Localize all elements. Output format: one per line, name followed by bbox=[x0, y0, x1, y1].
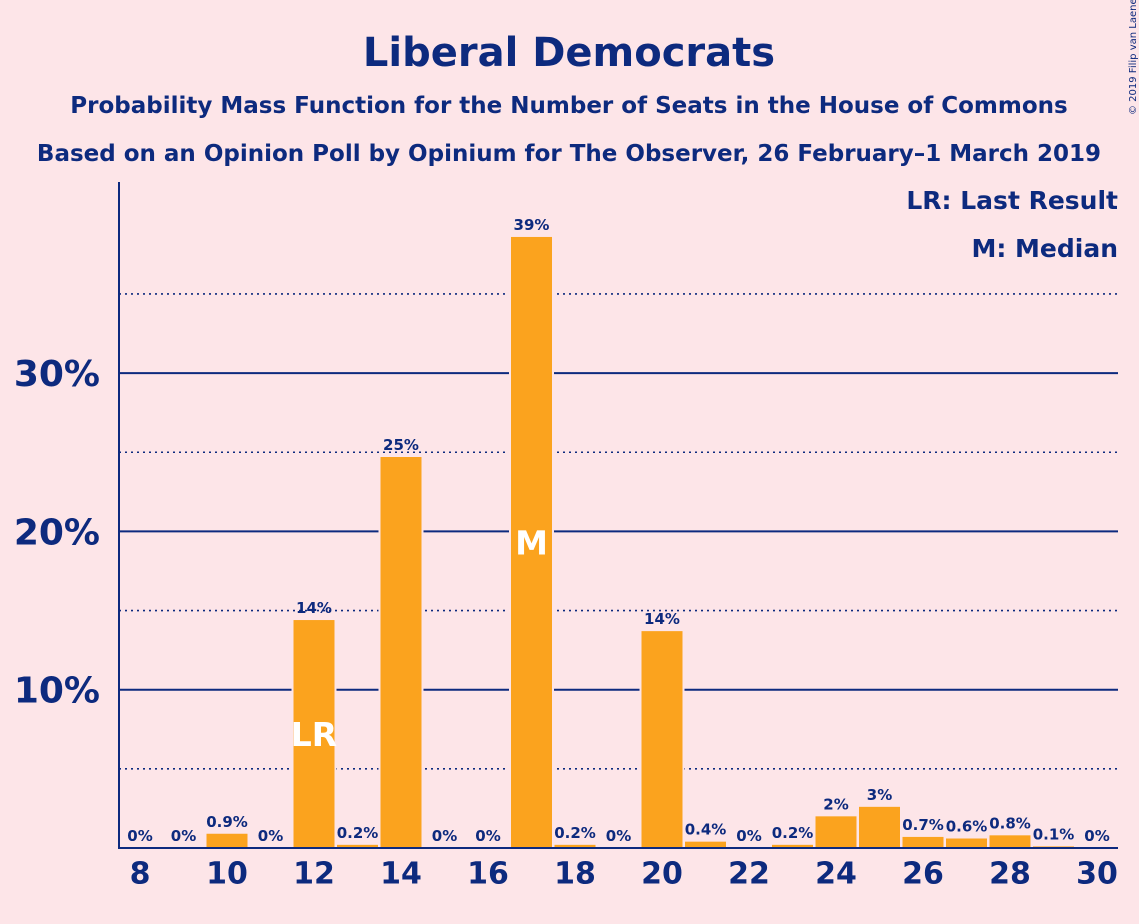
data-label-9: 0% bbox=[171, 827, 196, 845]
data-label-20: 14% bbox=[644, 610, 680, 628]
bar-28 bbox=[989, 835, 1031, 848]
bar-marker-m: M bbox=[515, 523, 548, 562]
bar-27 bbox=[946, 838, 987, 848]
chart-subtitle-2: Based on an Opinion Poll by Opinium for … bbox=[37, 141, 1101, 167]
bar-18 bbox=[554, 844, 596, 848]
bar-10 bbox=[206, 833, 248, 848]
data-label-22: 0% bbox=[736, 827, 761, 845]
chart-title: Liberal Democrats bbox=[363, 30, 775, 76]
data-label-27: 0.6% bbox=[946, 818, 988, 836]
data-label-8: 0% bbox=[127, 827, 152, 845]
data-label-19: 0% bbox=[606, 827, 631, 845]
bars bbox=[204, 234, 1076, 848]
data-label-30: 0% bbox=[1084, 827, 1109, 845]
bar-marker-lr: LR bbox=[291, 715, 337, 754]
bar-gap-29 bbox=[1031, 844, 1076, 848]
bar-23 bbox=[772, 844, 813, 848]
y-tick-label-20: 20% bbox=[14, 512, 100, 553]
x-tick-label-18: 18 bbox=[554, 857, 596, 892]
bar-26 bbox=[902, 836, 944, 848]
grid-lines bbox=[119, 293, 1118, 770]
axes: 10% 20% 30% 8 10 12 14 16 18 20 22 24 26 28 30 bbox=[14, 182, 1118, 892]
bar-13 bbox=[337, 844, 378, 848]
data-label-17: 39% bbox=[514, 216, 550, 234]
data-label-16: 0% bbox=[475, 827, 500, 845]
data-label-23: 0.2% bbox=[772, 824, 814, 842]
data-label-11: 0% bbox=[258, 827, 283, 845]
data-label-12: 14% bbox=[296, 599, 332, 617]
data-label-13: 0.2% bbox=[337, 824, 379, 842]
data-label-10: 0.9% bbox=[206, 813, 248, 831]
x-tick-label-10: 10 bbox=[206, 857, 248, 892]
x-tick-label-22: 22 bbox=[728, 857, 770, 892]
data-label-25: 3% bbox=[867, 786, 892, 804]
bar-24 bbox=[815, 816, 857, 848]
copyright-text: © 2019 Filip van Laenen bbox=[1128, 0, 1139, 115]
data-label-26: 0.7% bbox=[902, 816, 944, 834]
x-tick-label-14: 14 bbox=[380, 857, 422, 892]
x-tick-label-26: 26 bbox=[902, 857, 944, 892]
data-labels: 0% 0% 0.9% 0% 14% 0.2% 25% 0% 0% 39% 0.2% 0% 14% 0.4%… bbox=[127, 216, 1109, 845]
data-label-21: 0.4% bbox=[685, 821, 727, 839]
bar-12 bbox=[293, 620, 335, 848]
legend-median: M: Median bbox=[971, 234, 1118, 263]
data-label-18: 0.2% bbox=[554, 824, 596, 842]
bar-21 bbox=[685, 841, 726, 848]
bar-25 bbox=[859, 806, 900, 848]
chart-subtitle-1: Probability Mass Function for the Number… bbox=[70, 93, 1067, 119]
data-label-29: 0.1% bbox=[1033, 825, 1075, 843]
x-tick-label-20: 20 bbox=[641, 857, 683, 892]
y-tick-label-30: 30% bbox=[14, 354, 100, 395]
x-tick-label-16: 16 bbox=[467, 857, 509, 892]
bar-17 bbox=[511, 236, 552, 848]
data-label-24: 2% bbox=[823, 795, 848, 813]
bar-20 bbox=[641, 631, 683, 848]
data-label-14: 25% bbox=[383, 436, 419, 454]
y-tick-label-10: 10% bbox=[14, 671, 100, 712]
x-tick-label-24: 24 bbox=[815, 857, 857, 892]
x-tick-label-28: 28 bbox=[989, 857, 1031, 892]
legend-last-result: LR: Last Result bbox=[906, 186, 1118, 215]
x-tick-label-8: 8 bbox=[130, 857, 151, 892]
data-label-28: 0.8% bbox=[989, 814, 1031, 832]
data-label-15: 0% bbox=[432, 827, 457, 845]
bar-14 bbox=[380, 456, 422, 848]
x-tick-label-30: 30 bbox=[1076, 857, 1118, 892]
x-tick-label-12: 12 bbox=[293, 857, 335, 892]
